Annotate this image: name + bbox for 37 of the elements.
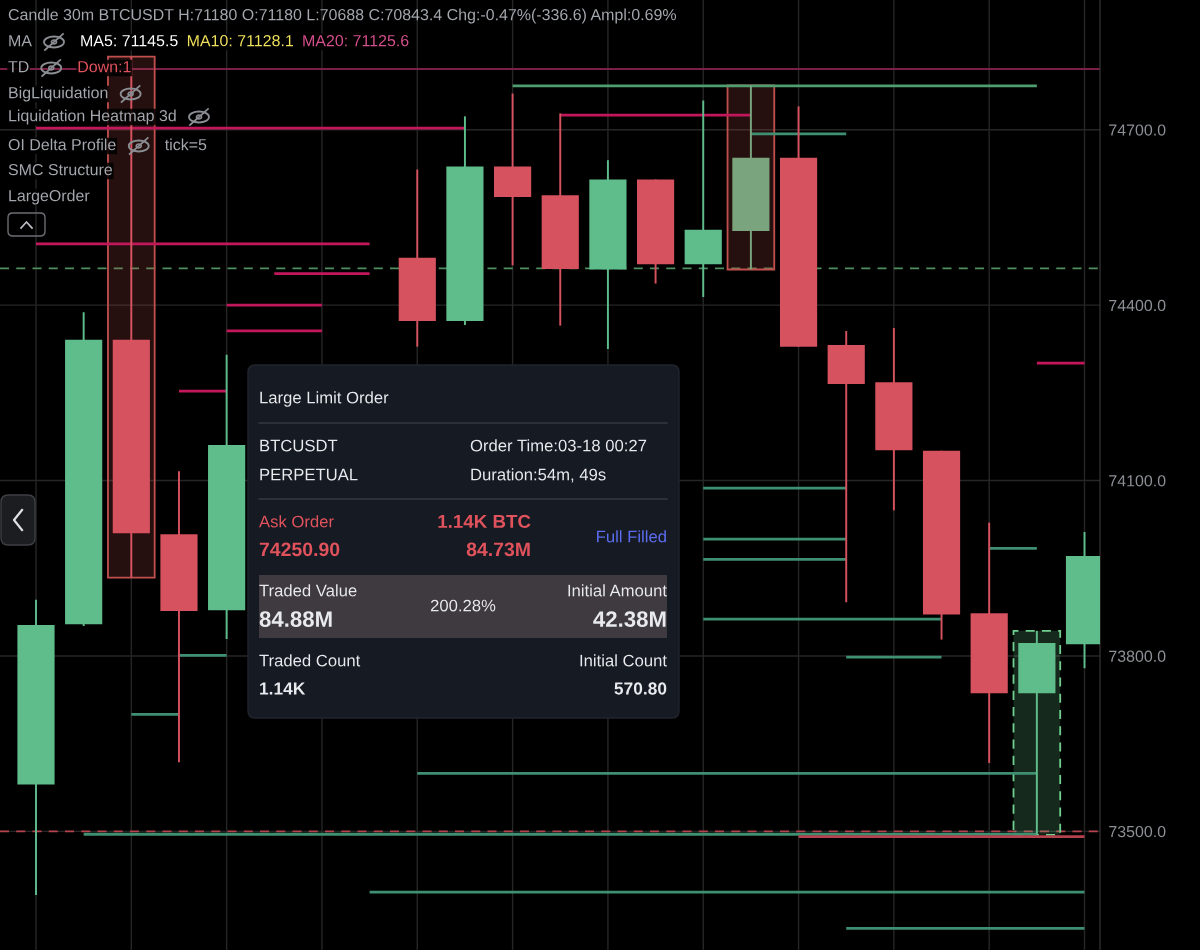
annotation: 74250.90 [259, 542, 340, 557]
y-tick-label: 73500.0 [1109, 825, 1166, 838]
annotation: SMC Structure [8, 163, 113, 176]
annotation: Duration:54m, 49s [471, 468, 606, 483]
y-tick-label: 74700.0 [1109, 124, 1166, 136]
annotation: Traded Count [259, 654, 361, 667]
y-tick-label: 74400.0 [1109, 299, 1166, 312]
annotation: 84.73M [466, 542, 530, 557]
annotation: 200.28% [430, 599, 496, 612]
y-tick-label: 73800.0 [1109, 650, 1166, 662]
annotation: TD [8, 61, 29, 73]
annotation: Initial Amount [568, 584, 667, 597]
annotation: MA20: 71125.6 [303, 34, 409, 47]
annotation: 1.14K [260, 682, 306, 695]
annotation: MA5: 71145.5 [81, 35, 178, 47]
annotation: MA [9, 35, 32, 47]
annotation: Initial Count [580, 654, 667, 667]
annotation: LargeOrder [9, 189, 90, 205]
annotation: 84.88M [259, 611, 332, 627]
annotation: tick=5 [164, 138, 207, 151]
annotation: Full Filled [597, 530, 666, 543]
y-tick-label: 74100.0 [1109, 475, 1166, 487]
annotation: MA10: 71128.1 [187, 34, 293, 47]
annotation: 570.80 [614, 682, 667, 695]
annotation: OI Delta Profile [8, 138, 116, 151]
annotation: Liquidation Heatmap 3d [9, 109, 176, 125]
annotation: BigLiquidation [9, 86, 108, 102]
annotation: Order Time:03-18 00:27 [470, 439, 647, 452]
annotation: PERPETUAL [260, 468, 358, 481]
annotation: Down:1 [78, 61, 131, 73]
annotation: Traded Value [259, 584, 357, 597]
annotation: BTCUSDT [260, 439, 338, 452]
annotation: Large Limit Order [260, 391, 389, 407]
text: Candle 30m BTCUSDT H:71180 O:71180 L:70688 C:70843.4 Chg:-0.47%(-336.6) Ampl:0.69% [8, 8, 677, 24]
annotation: 42.38M [593, 611, 666, 627]
annotation: 1.14K BTC [438, 514, 531, 529]
annotation: Ask Order [259, 515, 334, 528]
